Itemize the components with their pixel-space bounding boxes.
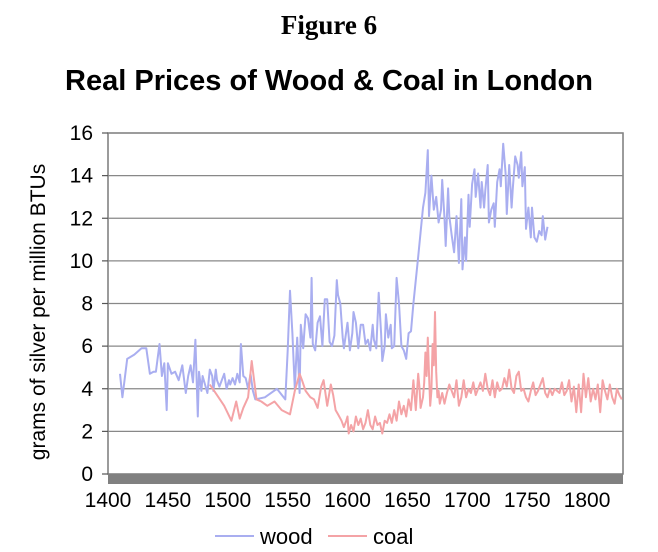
x-axis-band (108, 474, 623, 484)
x-tick-label: 1500 (204, 489, 251, 512)
x-tick-label: 1400 (85, 489, 132, 512)
x-tick-label: 1550 (264, 489, 311, 512)
series-line-wood (119, 142, 549, 418)
y-axis-title: grams of silver per million BTUs (27, 164, 50, 460)
x-tick-label: 1650 (384, 489, 431, 512)
y-tick-label: 14 (70, 165, 94, 188)
y-axis-ticks: 0 2 4 6 8 10 12 14 16 (70, 122, 108, 486)
legend-label-coal: coal (373, 524, 413, 549)
y-tick-label: 12 (70, 207, 93, 230)
legend: wood coal (215, 524, 413, 549)
x-axis-ticks: 1400 1450 1500 1550 1600 1650 1700 1750 1800 (85, 489, 611, 512)
figure-label: Figure 6 (281, 10, 377, 40)
gridlines (108, 132, 623, 432)
x-tick-label: 1700 (444, 489, 491, 512)
y-tick-label: 10 (70, 250, 93, 273)
x-tick-label: 1450 (145, 489, 192, 512)
x-tick-label: 1800 (564, 489, 611, 512)
y-tick-label: 0 (81, 463, 93, 486)
x-tick-label: 1600 (324, 489, 371, 512)
series-line-coal (208, 311, 623, 435)
series-layer (119, 142, 623, 435)
plot-area: 0 2 4 6 8 10 12 14 16 1400 1450 1500 1550 1600 1650 17… (70, 122, 624, 512)
y-tick-label: 8 (81, 293, 93, 316)
x-tick-label: 1750 (504, 489, 551, 512)
y-tick-label: 16 (70, 122, 93, 145)
y-tick-label: 6 (81, 335, 93, 358)
legend-label-wood: wood (259, 524, 313, 549)
y-tick-label: 2 (81, 420, 93, 443)
y-tick-label: 4 (81, 378, 93, 401)
chart-title: Real Prices of Wood & Coal in London (65, 65, 593, 97)
